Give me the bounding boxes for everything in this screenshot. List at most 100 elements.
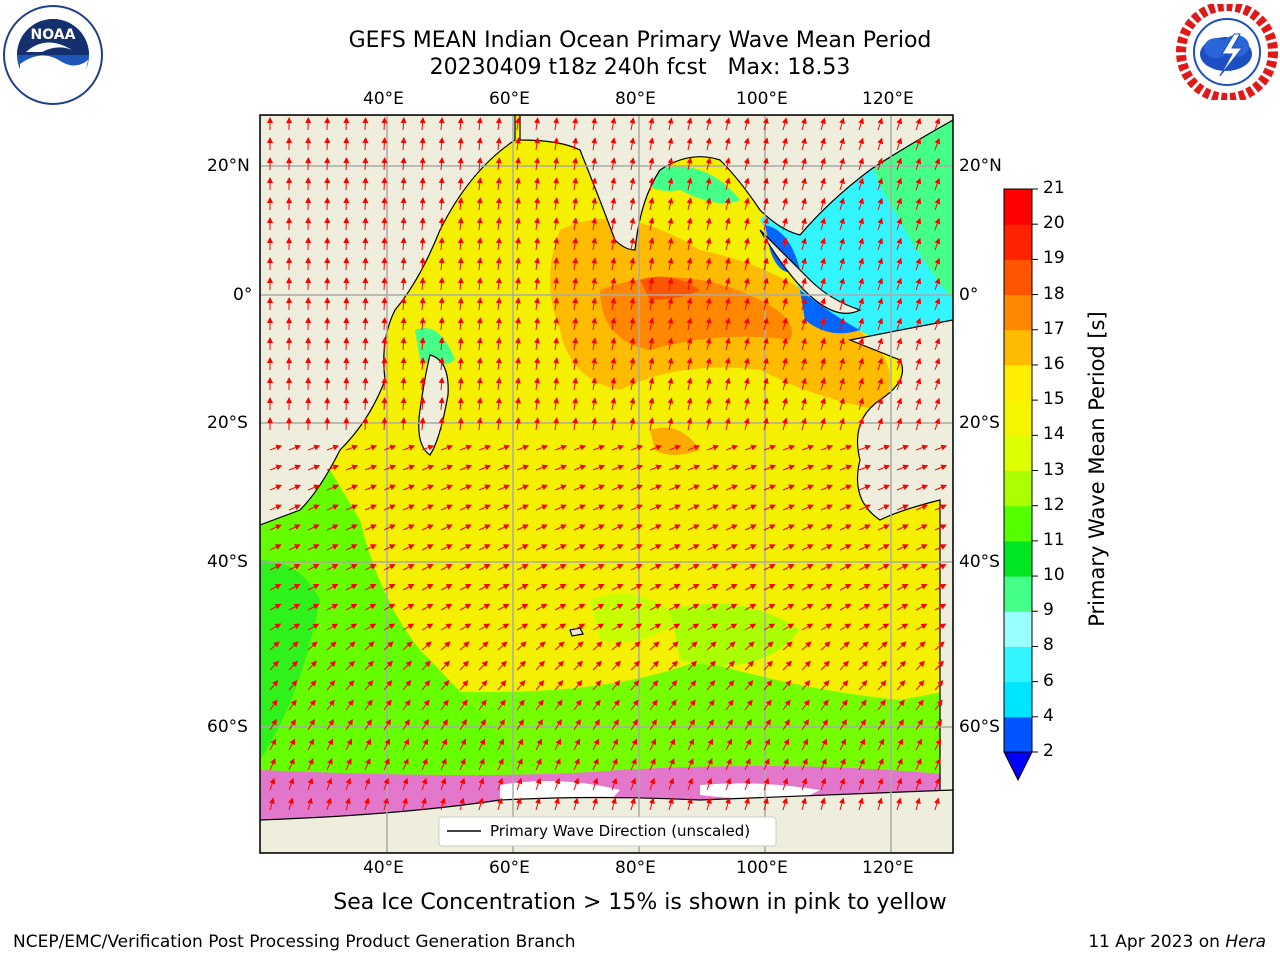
wave-direction-arrow (610, 417, 617, 431)
wave-direction-arrow (554, 680, 564, 691)
wave-direction-arrow (497, 680, 507, 691)
wave-direction-arrow (345, 504, 358, 511)
wave-direction-arrow (438, 317, 445, 331)
wave-direction-arrow (440, 603, 453, 611)
wave-direction-arrow (572, 117, 579, 131)
wave-direction-arrow (934, 317, 941, 331)
wave-direction-arrow (629, 137, 636, 151)
wave-direction-arrow (610, 297, 617, 311)
wave-direction-arrow (743, 197, 750, 211)
wave-direction-arrow (495, 157, 502, 171)
wave-direction-arrow (288, 641, 299, 651)
wave-direction-arrow (781, 117, 788, 131)
wave-direction-arrow (288, 544, 301, 551)
wave-direction-arrow (440, 718, 448, 731)
wave-direction-arrow (438, 277, 445, 291)
wave-direction-arrow (592, 603, 605, 611)
wave-direction-arrow (839, 544, 852, 551)
wave-direction-arrow (934, 257, 941, 271)
wave-direction-arrow (781, 277, 788, 291)
colorbar-tick-label: 2 (1043, 741, 1054, 761)
wave-direction-arrow (915, 277, 922, 291)
wave-direction-arrow (934, 417, 941, 431)
wave-direction-arrow (591, 137, 598, 151)
wave-direction-arrow (554, 564, 567, 571)
wave-direction-arrow (535, 484, 549, 491)
wave-direction-arrow (419, 317, 426, 331)
wave-direction-arrow (762, 417, 769, 431)
wave-direction-arrow (763, 623, 776, 631)
wave-direction-arrow (705, 217, 712, 231)
wave-direction-arrow (915, 584, 928, 591)
lat-tick-right-40s: 40°S (959, 552, 1000, 572)
wave-direction-arrow (687, 464, 701, 471)
wave-direction-arrow (877, 444, 891, 451)
wave-direction-arrow (307, 718, 315, 731)
wave-direction-arrow (668, 641, 679, 651)
lat-tick-left-60s: 60°S (207, 717, 248, 737)
wave-direction-arrow (610, 257, 617, 271)
wave-direction-arrow (457, 237, 464, 251)
wave-direction-arrow (896, 544, 909, 551)
colorbar-tick-label: 15 (1043, 389, 1065, 410)
wave-direction-arrow (402, 564, 415, 571)
wave-direction-arrow (725, 699, 734, 711)
wave-direction-arrow (611, 564, 624, 571)
wave-direction-arrow (686, 137, 693, 151)
wave-direction-arrow (364, 444, 378, 451)
wave-direction-arrow (572, 297, 579, 311)
wave-direction-arrow (573, 584, 586, 591)
wave-direction-arrow (573, 484, 587, 491)
wave-direction-arrow (782, 623, 795, 631)
legend-label: Primary Wave Direction (unscaled) (490, 822, 751, 840)
wave-direction-arrow (858, 544, 871, 551)
wave-direction-arrow (610, 357, 617, 371)
wave-direction-arrow (307, 603, 320, 611)
wave-direction-arrow (457, 137, 464, 151)
wave-direction-arrow (934, 524, 947, 531)
wave-direction-arrow (459, 564, 472, 571)
wave-direction-arrow (534, 157, 540, 171)
wave-direction-arrow (534, 337, 540, 351)
wave-direction-arrow (476, 177, 483, 191)
wave-direction-arrow (686, 317, 693, 331)
wave-direction-arrow (326, 603, 339, 611)
wave-direction-arrow (573, 718, 581, 731)
wave-direction-arrow (459, 603, 472, 611)
wave-direction-arrow (497, 660, 507, 671)
wave-direction-arrow (744, 584, 757, 591)
wave-direction-arrow (705, 137, 712, 151)
wave-direction-arrow (362, 117, 369, 131)
wave-direction-arrow (782, 564, 795, 571)
wave-direction-arrow (705, 257, 712, 271)
wave-direction-arrow (649, 718, 657, 731)
wave-direction-arrow (459, 584, 472, 591)
wave-direction-arrow (648, 377, 655, 391)
wave-direction-arrow (362, 217, 369, 231)
wave-direction-arrow (820, 417, 826, 431)
wave-direction-arrow (400, 257, 407, 271)
wave-direction-arrow (896, 444, 910, 451)
wave-direction-arrow (611, 504, 624, 511)
wave-direction-arrow (668, 699, 677, 711)
wave-direction-arrow (362, 397, 369, 411)
wave-direction-arrow (591, 317, 598, 331)
wave-direction-arrow (554, 718, 562, 731)
wave-direction-arrow (877, 317, 884, 331)
wave-direction-arrow (687, 623, 700, 631)
wave-direction-arrow (934, 641, 945, 651)
wave-direction-arrow (421, 484, 435, 491)
wave-direction-arrow (497, 623, 510, 631)
wave-direction-arrow (896, 377, 903, 391)
wave-direction-arrow (743, 117, 750, 131)
lat-tick-left-40s: 40°S (207, 552, 248, 572)
wave-direction-arrow (801, 177, 807, 191)
wave-direction-arrow (839, 297, 845, 311)
wave-direction-arrow (896, 680, 906, 691)
wave-direction-arrow (592, 699, 601, 711)
wave-direction-arrow (553, 377, 560, 391)
wave-direction-arrow (495, 317, 502, 331)
wave-direction-arrow (648, 417, 655, 431)
wave-direction-arrow (896, 117, 903, 131)
graticule (260, 115, 953, 853)
